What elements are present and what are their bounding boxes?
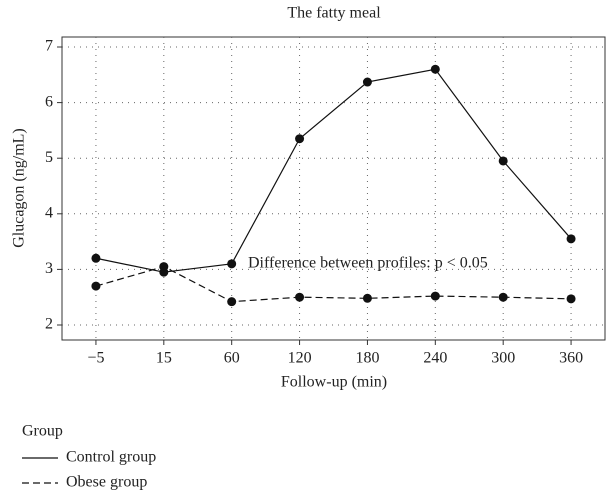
data-point [430,291,440,301]
plot-frame [61,36,606,341]
x-tick-label: 120 [288,350,312,367]
data-point [91,281,101,291]
x-tick-label: 300 [491,350,515,367]
y-tick-label: 4 [45,204,53,221]
x-tick-label: 360 [559,350,583,367]
y-tick-label: 2 [45,316,53,333]
y-tick-label: 5 [45,149,53,166]
data-point [295,292,305,302]
data-point [159,262,169,272]
data-point [362,77,372,87]
data-point [566,294,576,304]
data-point [227,297,237,307]
data-point [362,293,372,303]
x-tick-label: 60 [224,350,240,367]
y-tick-label: 7 [45,38,53,55]
legend-label: Control group [66,449,156,466]
legend-label: Obese group [66,474,147,491]
y-tick-label: 6 [45,93,53,110]
data-point [498,156,508,166]
legend-title: Group [22,423,63,440]
y-tick-label: 3 [45,260,53,277]
data-point [430,64,440,74]
data-point [295,134,305,144]
data-point [227,259,237,269]
data-point [566,234,576,244]
data-point [498,292,508,302]
data-point [91,253,101,263]
series-line [95,265,572,303]
x-tick-label: 15 [156,350,172,367]
x-tick-label: −5 [87,350,104,367]
y-axis-label: Glucagon (ng/mL) [11,128,28,248]
x-axis-label: Follow-up (min) [281,374,387,391]
x-tick-label: 240 [423,350,447,367]
annotation: Difference between profiles: p < 0.05 [248,255,488,272]
chart-title: The fatty meal [287,5,381,22]
x-tick-label: 180 [355,350,379,367]
series-line [95,68,572,273]
